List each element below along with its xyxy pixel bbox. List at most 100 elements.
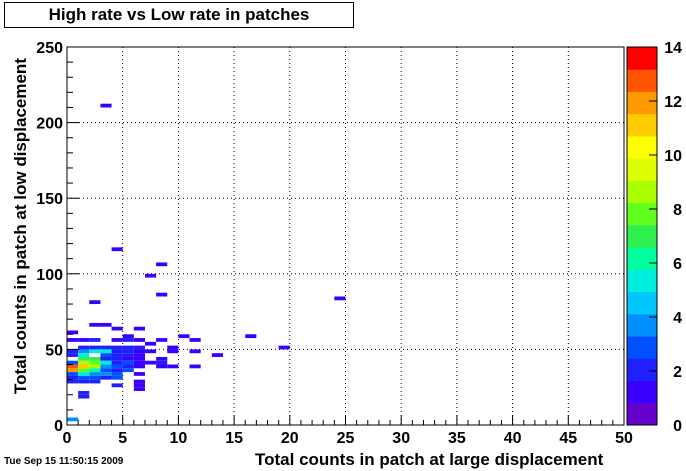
heatmap-cell: [133, 379, 145, 384]
heatmap-cell: [100, 353, 112, 357]
heatmap-cell: [89, 345, 101, 350]
heatmap-cell: [67, 349, 79, 354]
colorbar-tick-label: 14: [664, 40, 682, 57]
heatmap-cell: [189, 364, 201, 369]
heatmap-cell: [67, 330, 79, 335]
heatmap-cell: [78, 379, 90, 384]
heatmap-cell: [100, 322, 112, 327]
heatmap-cell: [89, 364, 101, 369]
heatmap-cell: [144, 341, 157, 346]
heatmap-cell: [334, 296, 346, 301]
heatmap-cell: [167, 345, 179, 350]
heatmap-cell: [89, 360, 101, 365]
heatmap-cell: [111, 338, 123, 342]
heatmap-cell: [133, 356, 145, 361]
heatmap-cell: [78, 349, 90, 354]
colorbar-frame: [626, 46, 658, 426]
heatmap-cell: [100, 364, 112, 369]
heatmap-cell: [144, 360, 157, 365]
x-tick-label: 45: [559, 430, 577, 447]
y-tick-label: 250: [36, 40, 63, 57]
heatmap-cell: [78, 375, 90, 380]
x-tick-label: 25: [337, 430, 355, 447]
heatmap-cell: [100, 368, 112, 373]
colorbar-swatch: [627, 180, 657, 204]
grid-lines: [67, 47, 624, 425]
heatmap-cell: [67, 417, 79, 422]
heatmap-cell: [133, 345, 145, 350]
heatmap-cell: [111, 360, 123, 365]
colorbar-tick-label: 0: [673, 418, 682, 435]
heatmap-cell: [133, 364, 145, 369]
colorbar-swatch: [627, 336, 657, 359]
heatmap-cells: [67, 103, 346, 422]
x-axis-label: Total counts in patch at large displacem…: [255, 450, 604, 469]
colorbar-swatch: [627, 291, 657, 315]
heatmap-cell: [167, 364, 179, 369]
heatmap-cell: [78, 338, 90, 342]
heatmap-cell: [178, 334, 190, 339]
heatmap-cell: [89, 368, 101, 373]
heatmap-cell: [156, 364, 168, 369]
heatmap-cell: [122, 356, 134, 361]
heatmap-cell: [133, 349, 145, 354]
heatmap-cell: [111, 353, 123, 357]
heatmap-cell: [78, 353, 90, 357]
axes-ticks: 0 5 10 15 20 25 30 35 40 45 50 0 50 100 150 200 250: [36, 40, 633, 447]
heatmap-cell: [78, 372, 90, 376]
x-tick-label: 30: [392, 430, 410, 447]
heatmap-cell: [156, 356, 168, 361]
colorbar-swatch: [627, 224, 657, 248]
heatmap-cell: [133, 360, 145, 365]
x-tick-label: 5: [118, 430, 127, 447]
heatmap-cell: [156, 262, 168, 267]
heatmap-cell: [100, 345, 112, 350]
heatmap-cell: [189, 349, 201, 354]
heatmap-cell: [100, 375, 112, 380]
heatmap-cell: [67, 375, 79, 380]
heatmap-cell: [100, 103, 112, 108]
heatmap-cell: [67, 368, 79, 373]
heatmap-cell: [78, 368, 90, 373]
heatmap-cell: [67, 360, 79, 365]
colorbar-swatch: [627, 247, 657, 270]
heatmap-cell: [67, 379, 79, 384]
y-tick-label: 100: [36, 267, 63, 284]
heatmap-cell: [67, 364, 79, 369]
x-tick-label: 0: [63, 430, 72, 447]
heatmap-cell: [100, 360, 112, 365]
heatmap-cell: [78, 345, 90, 350]
heatmap-cell: [67, 338, 79, 342]
heatmap-cell: [133, 387, 145, 391]
heatmap-cell: [89, 375, 101, 380]
colorbar-swatch: [627, 91, 657, 115]
heatmap-cell: [122, 338, 134, 342]
heatmap-cell: [156, 338, 168, 342]
x-tick-label: 35: [448, 430, 466, 447]
x-tick-label: 50: [615, 430, 633, 447]
heatmap-cell: [133, 383, 145, 388]
heatmap-cell: [245, 334, 257, 339]
heatmap-cell: [122, 345, 134, 350]
x-tick-label: 10: [170, 430, 188, 447]
colorbar-swatch: [627, 69, 657, 92]
heatmap-cell: [67, 353, 79, 357]
y-axis-label: Total counts in patch at low displacemen…: [11, 58, 30, 394]
heatmap-cell: [189, 338, 201, 342]
heatmap-cell: [100, 372, 112, 376]
heatmap-cell: [144, 349, 157, 354]
y-tick-label: 50: [45, 342, 63, 359]
colorbar-tick-label: 8: [673, 202, 682, 219]
y-tick-label: 200: [36, 116, 63, 133]
heatmap-cell: [278, 345, 290, 350]
heatmap-cell: [89, 349, 101, 354]
heatmap-cell: [89, 338, 101, 342]
heatmap-cell: [89, 300, 101, 305]
y-tick-label: 150: [36, 191, 63, 208]
heatmap-cell: [156, 360, 168, 365]
heatmap-cell: [122, 353, 134, 357]
heatmap-cell: [111, 247, 123, 252]
colorbar-swatch: [627, 113, 657, 137]
heatmap-cell: [78, 360, 90, 365]
